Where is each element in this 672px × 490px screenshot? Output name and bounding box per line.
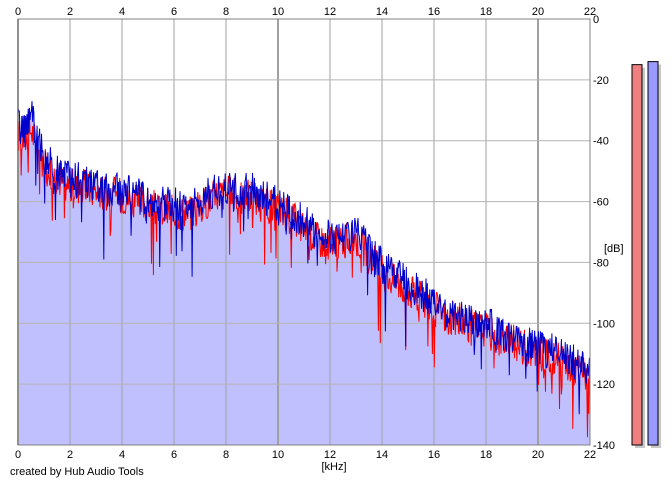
x-tick-label-top: 18 — [480, 6, 492, 18]
x-tick-label-top: 20 — [532, 6, 544, 18]
level-meter-right — [647, 61, 659, 446]
y-tick-label: -80 — [593, 257, 609, 269]
x-tick-label-bottom: 14 — [376, 449, 388, 461]
y-tick-label: -20 — [593, 75, 609, 87]
y-tick-label: 0 — [593, 14, 599, 26]
x-tick-label-bottom: 18 — [480, 449, 492, 461]
x-tick-label-top: 8 — [223, 6, 229, 18]
x-tick-label-top: 0 — [15, 6, 21, 18]
x-tick-label-top: 22 — [584, 6, 596, 18]
x-tick-label-top: 2 — [67, 6, 73, 18]
y-tick-label: -120 — [593, 379, 615, 391]
footer-credit: created by Hub Audio Tools — [10, 466, 144, 478]
level-meter-left — [631, 64, 643, 446]
x-tick-label-top: 12 — [324, 6, 336, 18]
x-tick-label-bottom: 2 — [67, 449, 73, 461]
y-tick-label: -40 — [593, 136, 609, 148]
series-line-1 — [17, 101, 591, 415]
x-tick-label-bottom: 16 — [428, 449, 440, 461]
plot-frame — [17, 18, 591, 446]
x-tick-label-top: 6 — [171, 6, 177, 18]
x-tick-label-bottom: 8 — [223, 449, 229, 461]
spectrum-fill-area — [18, 101, 590, 445]
y-tick-label: -100 — [593, 318, 615, 330]
x-tick-label-bottom: 0 — [15, 449, 21, 461]
x-tick-label-top: 4 — [119, 6, 125, 18]
x-tick-label-bottom: 12 — [324, 449, 336, 461]
x-axis-label: [kHz] — [321, 461, 346, 473]
x-tick-label-bottom: 6 — [171, 449, 177, 461]
y-axis-label: [dB] — [604, 243, 624, 255]
x-tick-label-bottom: 20 — [532, 449, 544, 461]
series-line-0 — [17, 116, 591, 438]
x-tick-label-top: 16 — [428, 6, 440, 18]
y-tick-label: -60 — [593, 197, 609, 209]
y-tick-label: -140 — [593, 440, 615, 452]
x-tick-label-bottom: 4 — [119, 449, 125, 461]
x-tick-label-top: 10 — [272, 6, 284, 18]
x-tick-label-bottom: 22 — [584, 449, 596, 461]
x-tick-label-top: 14 — [376, 6, 388, 18]
x-tick-label-bottom: 10 — [272, 449, 284, 461]
